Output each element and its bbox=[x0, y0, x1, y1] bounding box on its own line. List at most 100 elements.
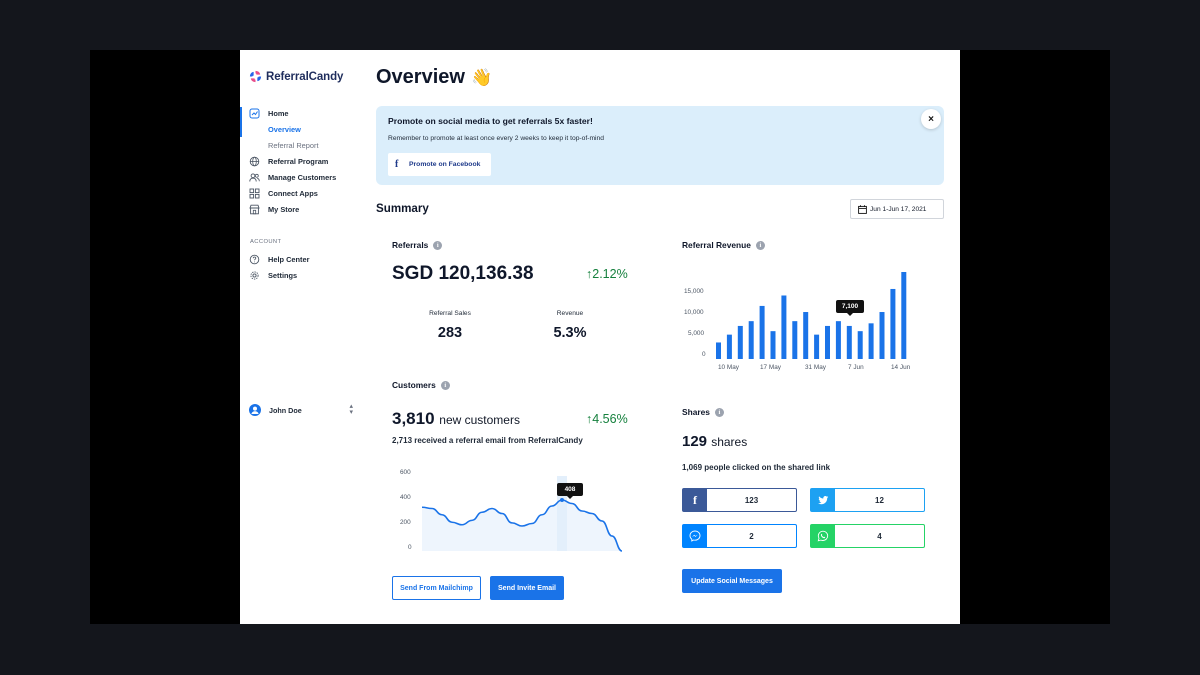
candy-logo-icon bbox=[249, 70, 262, 83]
banner-title: Promote on social media to get referrals… bbox=[388, 116, 593, 126]
store-icon bbox=[249, 204, 260, 215]
referrals-title-text: Referrals bbox=[392, 240, 429, 250]
y-tick-label: 400 bbox=[400, 494, 411, 501]
x-tick-label: 31 May bbox=[805, 364, 826, 371]
revenue-bar[interactable] bbox=[825, 325, 830, 359]
customers-count-suffix: new customers bbox=[439, 413, 520, 427]
close-banner-button[interactable]: × bbox=[921, 109, 941, 129]
update-social-messages-button[interactable]: Update Social Messages bbox=[682, 569, 782, 593]
revenue-bar[interactable] bbox=[890, 288, 896, 359]
y-tick-label: 0 bbox=[702, 351, 706, 358]
referrals-title: Referrals i bbox=[392, 240, 443, 250]
twitter-count: 12 bbox=[875, 495, 884, 505]
close-icon: × bbox=[928, 113, 934, 125]
revenue-bar[interactable] bbox=[737, 325, 743, 359]
y-tick-label: 10,000 bbox=[684, 309, 704, 316]
referral-revenue-title: Referral Revenue i bbox=[682, 240, 765, 250]
sidebar-item-label: Referral Report bbox=[268, 140, 319, 150]
sidebar-item-label: Help Center bbox=[268, 254, 310, 264]
sidebar: ReferralCandy Home Overview Referral Rep… bbox=[240, 50, 362, 624]
date-range-text: Jun 1-Jun 17, 2021 bbox=[870, 205, 927, 213]
date-range-picker[interactable]: Jun 1-Jun 17, 2021 bbox=[850, 199, 944, 219]
revenue-bar[interactable] bbox=[792, 321, 798, 359]
customers-line[interactable] bbox=[421, 499, 623, 552]
sidebar-item-label: Manage Customers bbox=[268, 172, 337, 182]
summary-heading: Summary bbox=[376, 202, 429, 215]
y-tick-label: 15,000 bbox=[684, 288, 704, 295]
brand-logo[interactable]: ReferralCandy bbox=[249, 70, 343, 83]
info-icon[interactable]: i bbox=[440, 380, 450, 390]
chevron-updown-icon: ▴ ▾ bbox=[349, 403, 353, 416]
whatsapp-count: 4 bbox=[877, 531, 882, 541]
line-tooltip: 408 bbox=[557, 483, 583, 499]
users-icon bbox=[249, 172, 260, 183]
sidebar-item-label: Connect Apps bbox=[268, 188, 318, 198]
send-invite-email-button[interactable]: Send Invite Email bbox=[490, 576, 564, 600]
y-tick-label: 0 bbox=[408, 544, 412, 551]
user-menu[interactable]: John Doe ▴ ▾ bbox=[249, 403, 353, 416]
revenue-bar[interactable] bbox=[726, 334, 732, 359]
page-title-text: Overview bbox=[376, 66, 465, 88]
send-from-mailchimp-button[interactable]: Send From Mailchimp bbox=[392, 576, 481, 600]
facebook-icon: f bbox=[395, 159, 399, 170]
x-tick-label: 10 May bbox=[718, 364, 739, 371]
y-tick-label: 600 bbox=[400, 469, 411, 476]
revenue-value: 5.3% bbox=[553, 325, 587, 341]
referral-revenue-title-text: Referral Revenue bbox=[682, 240, 751, 250]
shares-count-number: 129 bbox=[682, 433, 708, 450]
revenue-bar[interactable] bbox=[846, 325, 852, 359]
revenue-bar[interactable] bbox=[770, 331, 776, 359]
info-icon[interactable]: i bbox=[433, 240, 443, 250]
facebook-icon: f bbox=[683, 489, 707, 511]
revenue-bar[interactable] bbox=[759, 305, 765, 359]
promo-banner: Promote on social media to get referrals… bbox=[376, 106, 944, 185]
revenue-bar[interactable] bbox=[857, 331, 863, 359]
user-name: John Doe bbox=[269, 405, 302, 415]
sidebar-item-label: Settings bbox=[268, 270, 298, 280]
shares-count-suffix: shares bbox=[711, 435, 748, 449]
apps-grid-icon bbox=[249, 188, 260, 199]
customers-subtext: 2,713 received a referral email from Ref… bbox=[392, 436, 583, 445]
customers-area-fill bbox=[422, 500, 622, 551]
revenue-bar[interactable] bbox=[716, 342, 721, 359]
messenger-count: 2 bbox=[749, 531, 754, 541]
avatar bbox=[249, 404, 261, 416]
revenue-bar[interactable] bbox=[748, 321, 754, 359]
info-icon[interactable]: i bbox=[714, 407, 724, 417]
help-icon bbox=[249, 254, 260, 265]
info-icon[interactable]: i bbox=[755, 240, 765, 250]
bar-tooltip: 7,100 bbox=[836, 300, 864, 316]
referrals-value: SGD 120,136.38 bbox=[392, 263, 534, 284]
revenue-bar[interactable] bbox=[879, 312, 885, 359]
facebook-count: 123 bbox=[744, 495, 759, 505]
revenue-bar[interactable] bbox=[901, 272, 907, 359]
shares-count: 129 shares bbox=[682, 433, 747, 450]
arrow-up-icon: ↑ bbox=[586, 267, 593, 281]
revenue-bar[interactable] bbox=[835, 321, 841, 359]
revenue-bar[interactable] bbox=[803, 312, 809, 359]
messenger-share-count[interactable]: 2 bbox=[682, 524, 797, 548]
arrow-up-icon: ↑ bbox=[586, 412, 593, 426]
brand-name: ReferralCandy bbox=[266, 70, 344, 83]
active-indicator bbox=[240, 107, 242, 137]
customers-chart bbox=[421, 476, 623, 552]
x-tick-label: 17 May bbox=[760, 364, 781, 371]
facebook-share-count[interactable]: f 123 bbox=[682, 488, 797, 512]
revenue-bar[interactable] bbox=[814, 334, 820, 359]
shares-subtext: 1,069 people clicked on the shared link bbox=[682, 463, 831, 472]
x-tick-label: 7 Jun bbox=[848, 364, 864, 371]
twitter-share-count[interactable]: 12 bbox=[810, 488, 925, 512]
customers-title-text: Customers bbox=[392, 380, 436, 390]
x-tick-label: 14 Jun bbox=[891, 364, 911, 371]
shares-title-text: Shares bbox=[682, 407, 710, 417]
twitter-icon bbox=[811, 489, 835, 511]
customers-count: 3,810 new customers bbox=[392, 409, 520, 429]
revenue-bar[interactable] bbox=[868, 323, 874, 359]
promote-facebook-button[interactable]: f Promote on Facebook bbox=[388, 153, 491, 176]
promote-facebook-label: Promote on Facebook bbox=[409, 161, 481, 168]
calendar-icon bbox=[858, 205, 867, 214]
revenue-bar[interactable] bbox=[781, 295, 787, 359]
highlight-point[interactable] bbox=[560, 498, 564, 502]
sidebar-item-label: Home bbox=[268, 108, 289, 118]
whatsapp-share-count[interactable]: 4 bbox=[810, 524, 925, 548]
